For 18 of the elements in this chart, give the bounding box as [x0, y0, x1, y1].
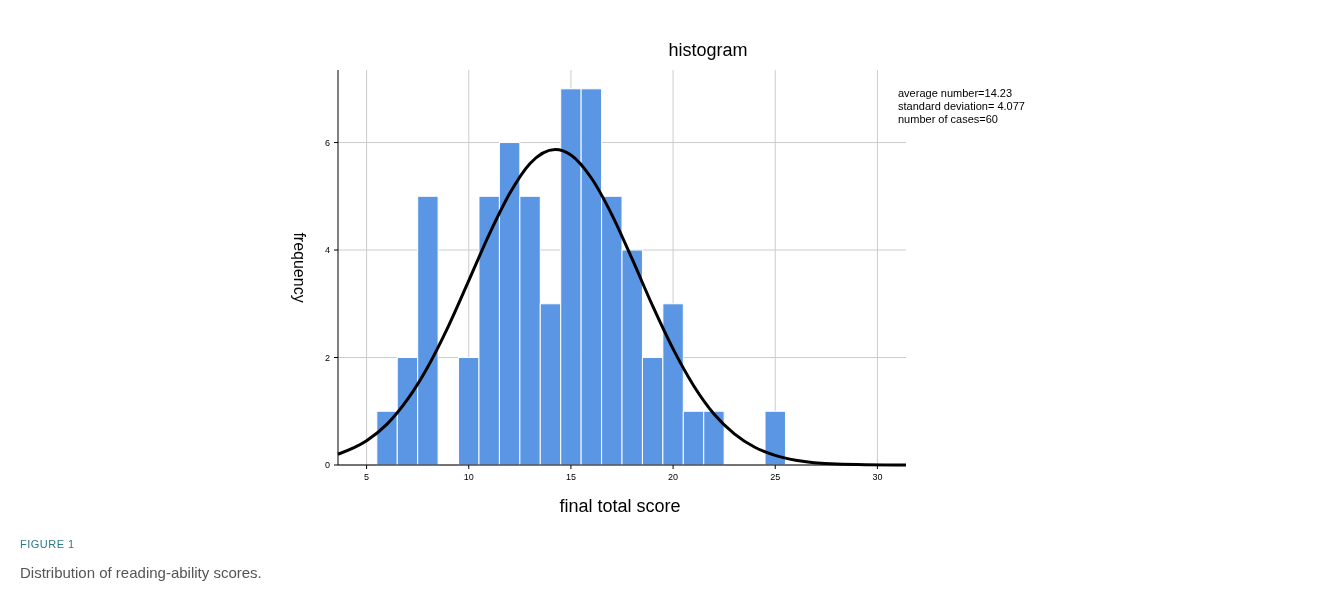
x-tick-label: 5 [364, 472, 370, 482]
y-tick-label: 4 [324, 245, 330, 256]
y-tick-label: 6 [324, 137, 330, 148]
x-axis-title: final total score [559, 496, 681, 516]
x-tick-label: 30 [872, 472, 883, 482]
y-axis-title: frequency [291, 232, 308, 303]
caption: FIGURE 1 [20, 538, 75, 550]
text: Distribution of reading-ability scores. [20, 564, 262, 581]
annotation: standard deviation= 4.077 [898, 100, 1025, 112]
x-tick-label: 20 [668, 472, 679, 482]
y-tick-label: 0 [324, 460, 330, 470]
x-tick-label: 15 [565, 472, 576, 482]
annotation: number of cases=60 [898, 113, 998, 125]
chart-title: histogram [668, 40, 748, 60]
annotation: average number=14.23 [898, 87, 1013, 99]
x-tick-label: 10 [463, 472, 474, 482]
y-tick-label: 2 [324, 352, 330, 363]
x-tick-label: 25 [770, 472, 781, 482]
